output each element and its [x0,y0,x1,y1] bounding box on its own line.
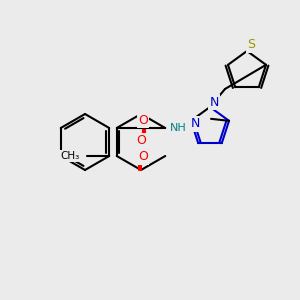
Text: NH: NH [170,123,187,133]
Text: CH₃: CH₃ [60,151,79,161]
Text: O: O [138,113,148,127]
Text: S: S [247,38,255,52]
Text: N: N [190,117,200,130]
Text: O: O [136,134,146,148]
Text: N: N [209,95,219,109]
Text: O: O [138,151,148,164]
